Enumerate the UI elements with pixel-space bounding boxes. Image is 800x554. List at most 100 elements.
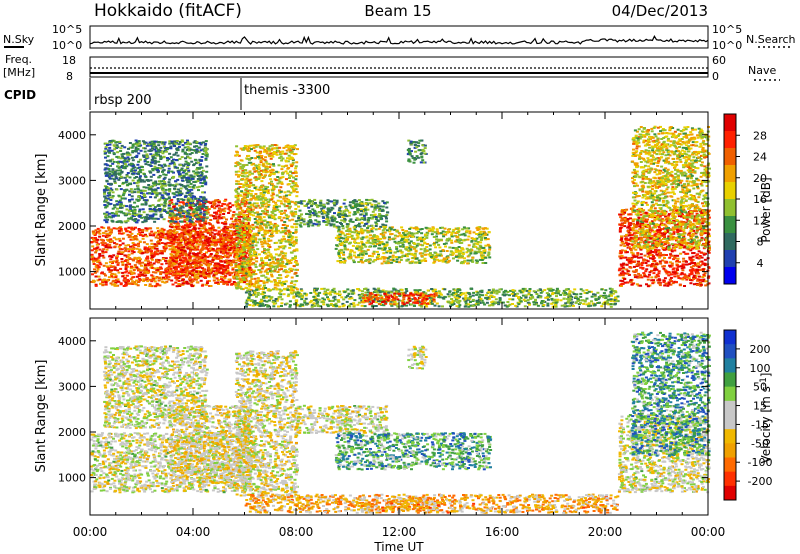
heatmap-cell (292, 147, 296, 150)
heatmap-cell (250, 194, 254, 197)
heatmap-cell (104, 283, 108, 286)
heatmap-cell (161, 197, 165, 200)
heatmap-cell (163, 278, 167, 281)
heatmap-cell (141, 208, 145, 211)
heatmap-cell (94, 265, 98, 268)
heatmap-cell (105, 265, 109, 268)
heatmap-cell (224, 222, 228, 225)
heatmap-cell (137, 145, 141, 148)
heatmap-cell (95, 243, 99, 246)
heatmap-cell (148, 208, 152, 211)
heatmap-cell (272, 200, 275, 203)
heatmap-cell (275, 283, 279, 286)
heatmap-cell (186, 209, 190, 212)
heatmap-cell (262, 145, 266, 148)
heatmap-cell (175, 147, 179, 150)
heatmap-cell (161, 166, 165, 169)
heatmap-cell (105, 211, 109, 214)
heatmap-cell (135, 275, 139, 278)
heatmap-cell (291, 182, 295, 185)
heatmap-cell (283, 152, 287, 155)
heatmap-cell (170, 270, 174, 273)
heatmap-cell (237, 271, 241, 274)
heatmap-cell (172, 153, 176, 156)
heatmap-cell (232, 211, 236, 214)
heatmap-cell (265, 281, 269, 284)
heatmap-cell (117, 250, 121, 253)
heatmap-cell (137, 273, 141, 276)
heatmap-cell (101, 281, 105, 284)
heatmap-cell (158, 192, 162, 195)
heatmap-cell (177, 170, 181, 173)
heatmap-cell (187, 199, 190, 202)
heatmap-cell (235, 229, 239, 232)
heatmap-cell (144, 202, 148, 205)
heatmap-cell (119, 206, 122, 209)
heatmap-cell (265, 257, 269, 259)
heatmap-cell (198, 243, 202, 246)
heatmap-cell (171, 271, 175, 274)
heatmap-cell (223, 249, 227, 252)
heatmap-cell (126, 248, 130, 250)
heatmap-cell (178, 158, 182, 160)
heatmap-cell (183, 280, 187, 283)
heatmap-cell (127, 250, 131, 253)
heatmap-cell (182, 278, 185, 281)
heatmap-cell (294, 213, 298, 216)
heatmap-cell (147, 264, 151, 267)
heatmap-cell (200, 207, 204, 210)
heatmap-cell (108, 149, 112, 152)
heatmap-cell (291, 244, 295, 247)
heatmap-cell (187, 163, 191, 166)
heatmap-cell (217, 209, 221, 212)
heatmap-cell (242, 272, 246, 275)
heatmap-cell (237, 234, 241, 237)
heatmap-cell (195, 270, 199, 273)
heatmap-cell (216, 254, 220, 257)
heatmap-cell (168, 238, 172, 241)
heatmap-cell (145, 257, 149, 260)
heatmap-cell (138, 210, 141, 213)
heatmap-cell (238, 194, 242, 197)
heatmap-cell (161, 152, 165, 155)
heatmap-cell (118, 248, 122, 250)
heatmap-cell (129, 216, 133, 219)
heatmap-cell (217, 230, 221, 233)
heatmap-cell (214, 217, 218, 220)
heatmap-cell (263, 185, 267, 188)
heatmap-cell (145, 199, 149, 202)
heatmap-cell (184, 237, 188, 240)
heatmap-cell (218, 271, 222, 274)
heatmap-cell (131, 179, 135, 182)
heatmap-cell (125, 230, 129, 233)
heatmap-cell (158, 209, 162, 212)
heatmap-cell (162, 276, 165, 279)
heatmap-cell (276, 277, 280, 280)
heatmap-cell (129, 248, 133, 251)
heatmap-cell (110, 174, 114, 177)
heatmap-cell (213, 262, 217, 265)
heatmap-cell (214, 267, 218, 270)
heatmap-cell (225, 259, 228, 262)
heatmap-cell (157, 279, 161, 282)
heatmap-cell (123, 165, 127, 168)
heatmap-cell (272, 187, 276, 190)
heatmap-cell (326, 199, 330, 202)
heatmap-cell (244, 252, 248, 255)
heatmap-cell (291, 180, 295, 183)
heatmap-cell (246, 192, 250, 195)
heatmap-cell (167, 192, 170, 195)
heatmap-cell (195, 186, 199, 189)
heatmap-cell (187, 229, 191, 232)
heatmap-cell (153, 162, 157, 165)
heatmap-cell (151, 145, 155, 148)
heatmap-cell (159, 156, 163, 159)
heatmap-cell (153, 140, 157, 143)
heatmap-cell (132, 248, 136, 251)
heatmap-cell (174, 166, 178, 169)
heatmap-cell (217, 241, 221, 243)
heatmap-cell (125, 208, 129, 211)
heatmap-cell (175, 194, 179, 197)
heatmap-cell (167, 147, 171, 149)
heatmap-cell (159, 146, 163, 149)
